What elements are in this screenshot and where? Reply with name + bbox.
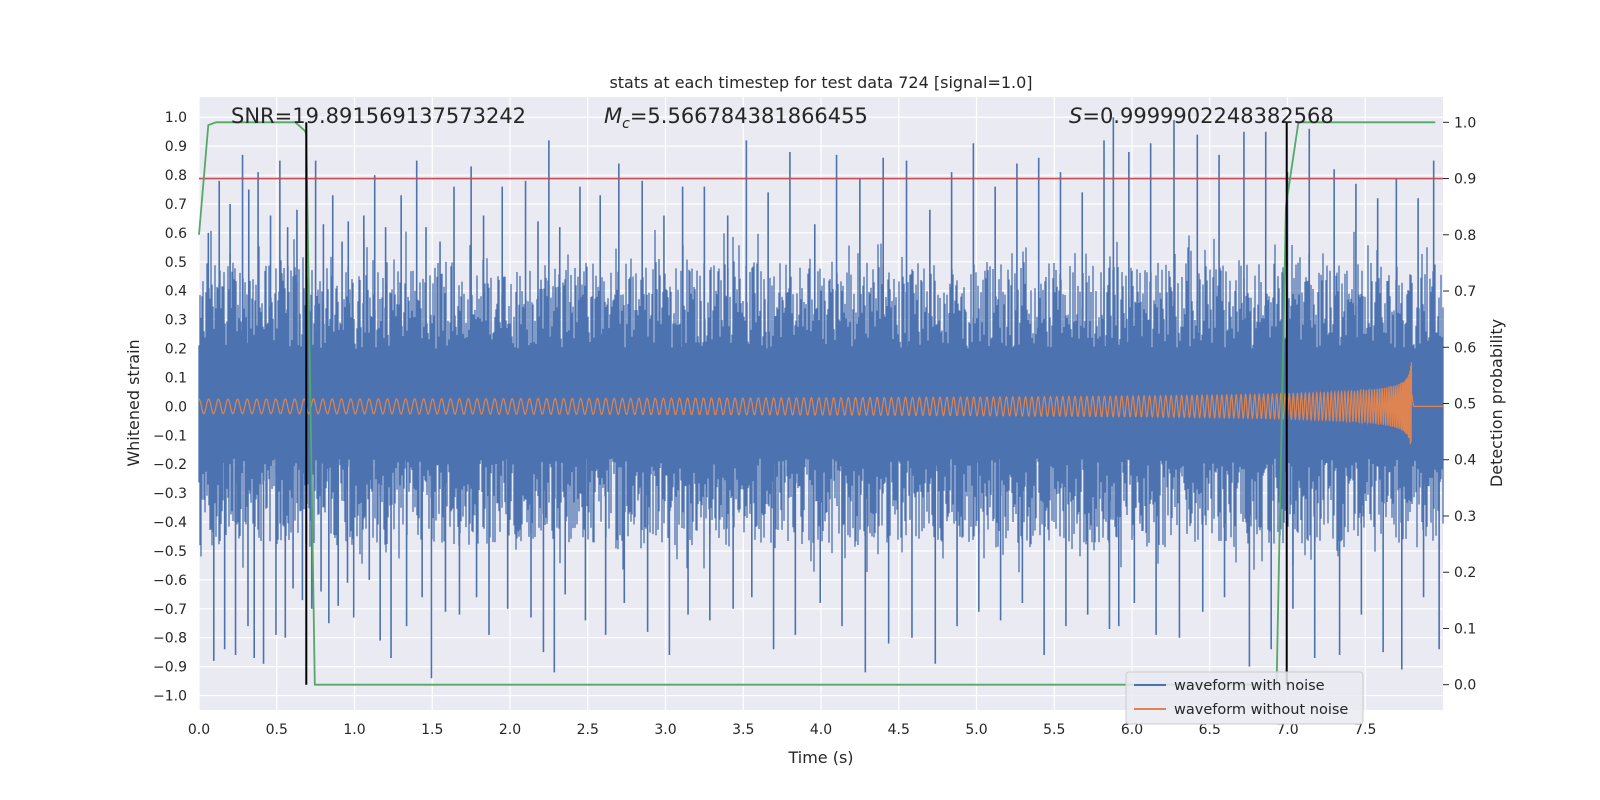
x-axis-label: Time (s) [787,748,853,767]
x-axis-ticks: 0.0 0.5 1.0 1.5 2.0 2.5 3.0 3.5 4.0 4.5 5.0 5.5 6.0 6… [188,722,1377,738]
chirp-waveform [198,362,1443,445]
y-tick-label: −0.3 [153,486,187,502]
y-tick-label: −0.6 [153,573,187,589]
x-tick-label: 2.0 [499,722,521,738]
legend: waveform with noise waveform without noi… [1125,671,1364,725]
y-tick-label: 0.2 [165,342,187,358]
y2-tick-label: 0.6 [1454,340,1476,356]
y-tick-label: 0.3 [165,313,187,329]
y2-tick-label: 0.8 [1454,228,1476,244]
score-symbol: S [1069,104,1082,128]
x-tick-label: 5.0 [965,722,987,738]
score-value: =0.9999902248382568 [1082,104,1333,128]
score-annotation: S=0.9999902248382568 [1069,104,1334,128]
chirp-mass-symbol: M [604,104,622,128]
y-tick-label: 0.0 [165,399,187,415]
series-waveform-with-noise [198,117,1444,679]
y-axis-label: Whitened strain [124,339,143,466]
y2-tick-label: 0.1 [1454,621,1476,637]
series-layer [198,117,1444,686]
x-tick-label: 3.5 [732,722,754,738]
y-tick-label: −0.2 [153,457,187,473]
snr-annotation: SNR=19.891569137573242 [231,104,526,128]
x-tick-label: 1.0 [343,722,365,738]
series-waveform-without-noise [198,362,1443,445]
y-tick-label: 0.1 [165,370,187,386]
x-tick-label: 0.0 [188,722,210,738]
y-tick-label: 1.0 [165,110,187,126]
y2-tick-label: 1.0 [1454,115,1476,131]
y2-tick-label: 0.2 [1454,565,1476,581]
y2-axis-ticks: 1.0 0.9 0.8 0.7 0.6 0.5 0.4 0.3 0.2 0.1 0.0 [1443,115,1476,694]
y2-tick-label: 0.9 [1454,172,1476,188]
y2-tick-label: 0.4 [1454,453,1476,469]
y-tick-label: −0.5 [153,544,187,560]
x-tick-label: 4.0 [810,722,832,738]
x-tick-label: 2.5 [577,722,599,738]
x-tick-label: 6.0 [1121,722,1143,738]
legend-box [1125,671,1364,725]
y2-tick-label: 0.5 [1454,397,1476,413]
chirp-mass-value: =5.566784381866455 [630,104,868,128]
x-tick-label: 0.5 [266,722,288,738]
x-tick-label: 7.5 [1354,722,1376,738]
y-tick-label: 0.5 [165,255,187,271]
y-tick-label: 0.6 [165,226,187,242]
y2-tick-label: 0.0 [1454,678,1476,694]
x-tick-label: 6.5 [1199,722,1221,738]
y-tick-label: 0.8 [165,168,187,184]
x-tick-label: 4.5 [888,722,910,738]
vertical-markers [305,122,1288,685]
chirp-mass-subscript: c [622,116,630,132]
y-tick-label: −0.4 [153,515,187,531]
y-tick-label: −0.7 [153,602,187,618]
x-tick-label: 1.5 [421,722,443,738]
legend-label-clean: waveform without noise [1174,702,1348,718]
y2-tick-label: 0.3 [1454,509,1476,525]
y-tick-label: 0.4 [165,284,187,300]
chirp-mass-annotation: Mc=5.566784381866455 [604,104,868,132]
y-tick-label: −0.8 [153,631,187,647]
y-tick-label: −1.0 [153,689,187,705]
y2-tick-label: 0.7 [1454,284,1476,300]
y-tick-label: 0.9 [165,139,187,155]
x-tick-label: 3.0 [654,722,676,738]
y2-axis-label: Detection probability [1487,319,1506,487]
x-tick-label: 5.5 [1043,722,1065,738]
y-tick-label: −0.1 [153,428,187,444]
y-tick-label: −0.9 [153,660,187,676]
chart-title: stats at each timestep for test data 724… [609,73,1032,92]
legend-label-noise: waveform with noise [1174,678,1325,694]
y-tick-label: 0.7 [165,197,187,213]
x-tick-label: 7.0 [1276,722,1298,738]
y-axis-ticks: 1.0 0.9 0.8 0.7 0.6 0.5 0.4 0.3 0.2 0.1 0.0 −0.1 −0.… [153,110,187,704]
